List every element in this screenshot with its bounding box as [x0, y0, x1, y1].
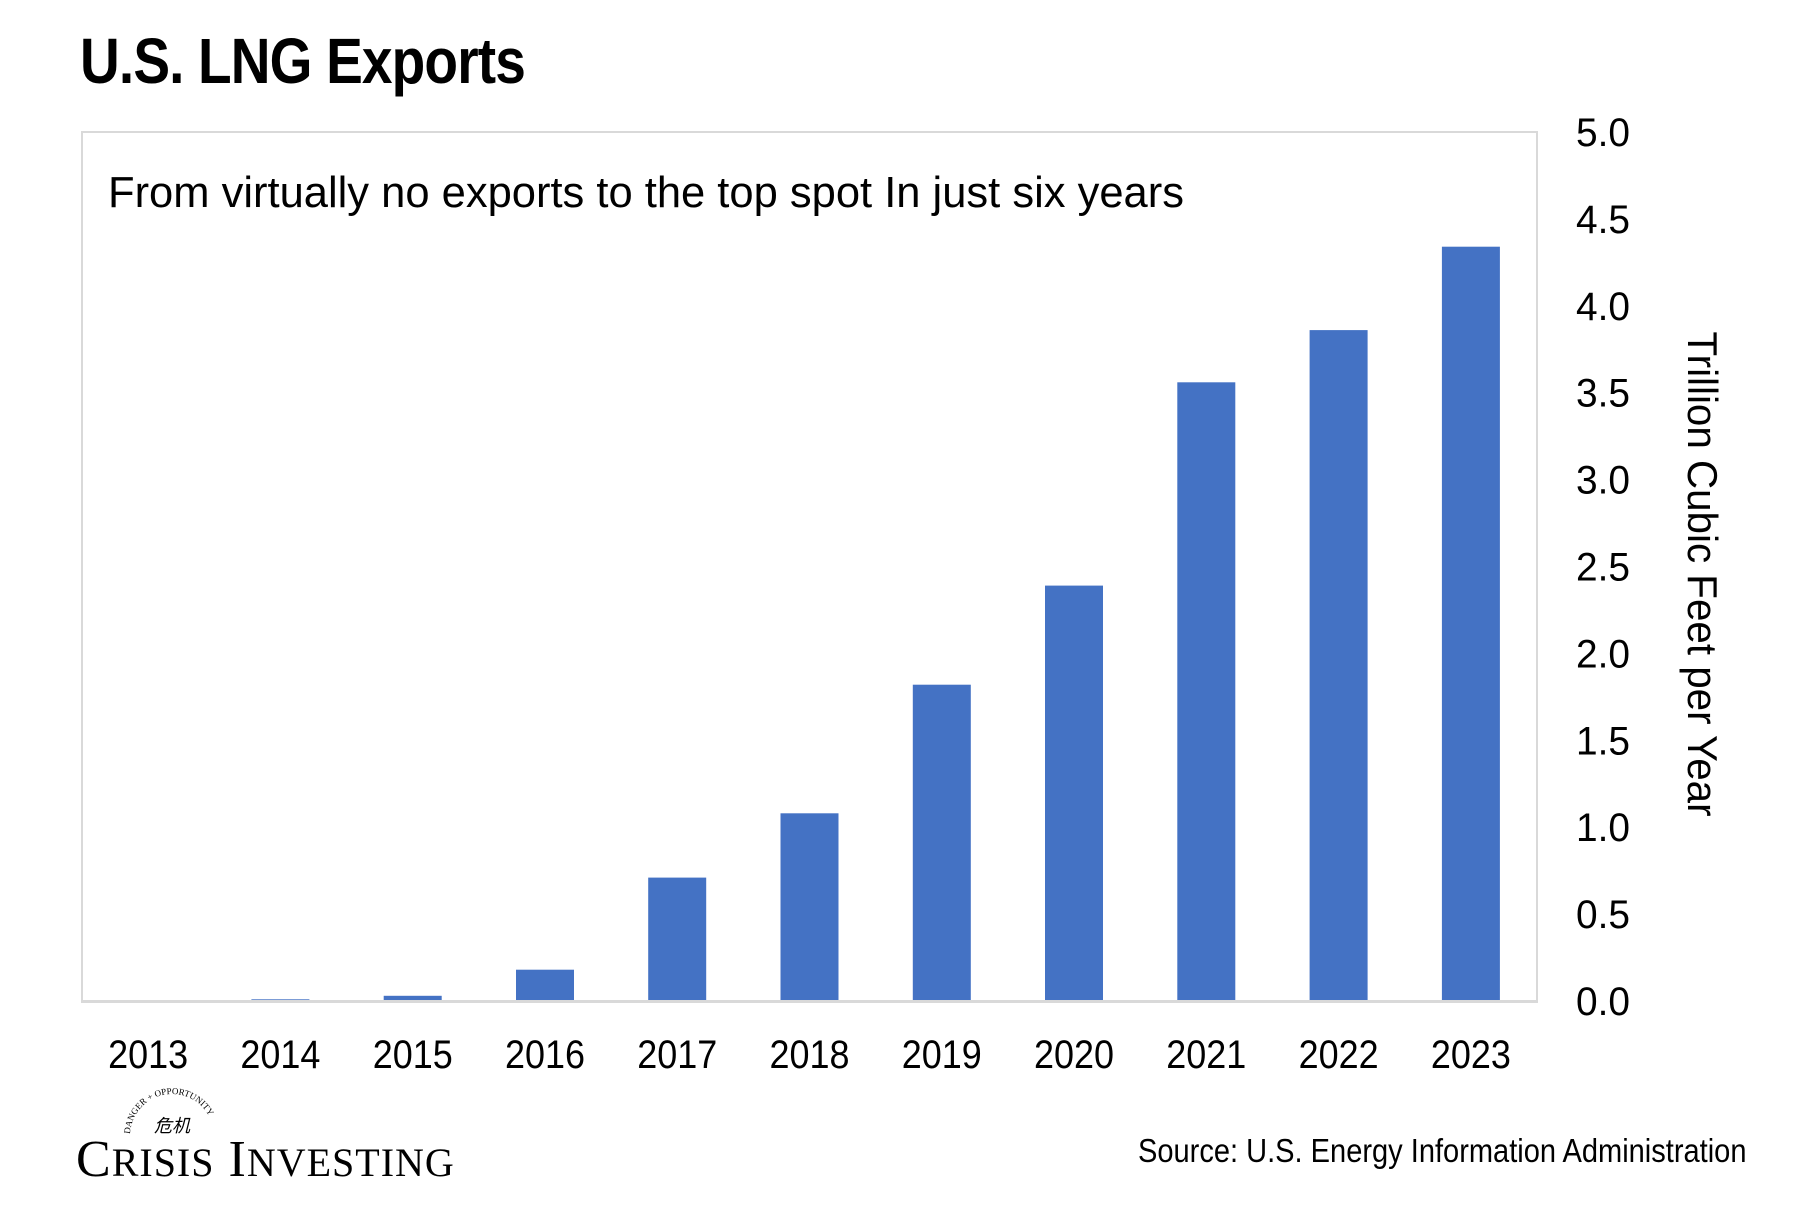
y-tick-label-0.5: 0.5: [1576, 893, 1630, 937]
bar-2019: [912, 684, 971, 1001]
bar-2021: [1177, 382, 1236, 1001]
y-tick-label-2.0: 2.0: [1576, 632, 1630, 676]
x-tick-label-2020: 2020: [1034, 1033, 1114, 1077]
x-tick-label-2022: 2022: [1299, 1033, 1379, 1077]
bar-2018: [780, 813, 839, 1001]
logo-wordmark: CRISIS INVESTING: [76, 1130, 455, 1189]
x-tick-label-2015: 2015: [373, 1033, 453, 1077]
y-tick-labels: 0.0 0.5 1.0 1.5 2.0 2.5 3.0 3.5 4.0 4.5 5.0: [1576, 111, 1630, 1024]
x-tick-label-2016: 2016: [505, 1033, 585, 1077]
bar-2020: [1045, 585, 1103, 1001]
y-tick-label-2.5: 2.5: [1576, 546, 1630, 590]
x-tick-labels: 2013 2014 2015 2016 2017 2018 2019 2020 2021 2022…: [108, 1033, 1511, 1077]
bar-2017: [648, 877, 707, 1001]
x-tick-label-2021: 2021: [1166, 1033, 1246, 1077]
x-tick-label-2018: 2018: [770, 1033, 850, 1077]
logo-emblem: DANGER + OPPORTUNITY 危机: [122, 1088, 216, 1137]
bar-2023: [1441, 246, 1500, 1001]
x-tick-label-2013: 2013: [108, 1033, 188, 1077]
logo-nvesting: NVESTING: [246, 1140, 455, 1185]
x-tick-label-2023: 2023: [1431, 1033, 1511, 1077]
bar-2015: [383, 995, 442, 1001]
logo-glyphs: 危机: [154, 1116, 191, 1137]
y-tick-label-3.0: 3.0: [1576, 459, 1630, 503]
bar-2022: [1309, 330, 1368, 1002]
bars-group: [251, 246, 1500, 1002]
crisis-investing-logo: DANGER + OPPORTUNITY 危机 CRISIS INVESTING: [76, 1088, 496, 1188]
y-tick-label-4.5: 4.5: [1576, 198, 1630, 242]
y-tick-label-0.0: 0.0: [1576, 980, 1630, 1024]
chart-subtitle: From virtually no exports to the top spo…: [108, 168, 1184, 217]
x-tick-label-2017: 2017: [637, 1033, 717, 1077]
logo-c: C: [76, 1131, 112, 1188]
y-tick-label-4.0: 4.0: [1576, 285, 1630, 329]
logo-i: I: [228, 1131, 247, 1188]
page-title: U.S. LNG Exports: [80, 25, 526, 97]
source-note: Source: U.S. Energy Information Administ…: [1137, 1132, 1746, 1169]
logo-risis: RISIS: [111, 1140, 215, 1185]
x-tick-label-2019: 2019: [902, 1033, 982, 1077]
y-tick-label-1.0: 1.0: [1576, 806, 1630, 850]
y-tick-label-3.5: 3.5: [1576, 372, 1630, 416]
y-tick-label-5.0: 5.0: [1576, 111, 1630, 155]
x-tick-label-2014: 2014: [240, 1033, 320, 1077]
y-tick-label-1.5: 1.5: [1576, 719, 1630, 763]
bar-2016: [516, 969, 574, 1001]
y-axis-label: Trillion Cubic Feet per Year: [1679, 332, 1726, 817]
